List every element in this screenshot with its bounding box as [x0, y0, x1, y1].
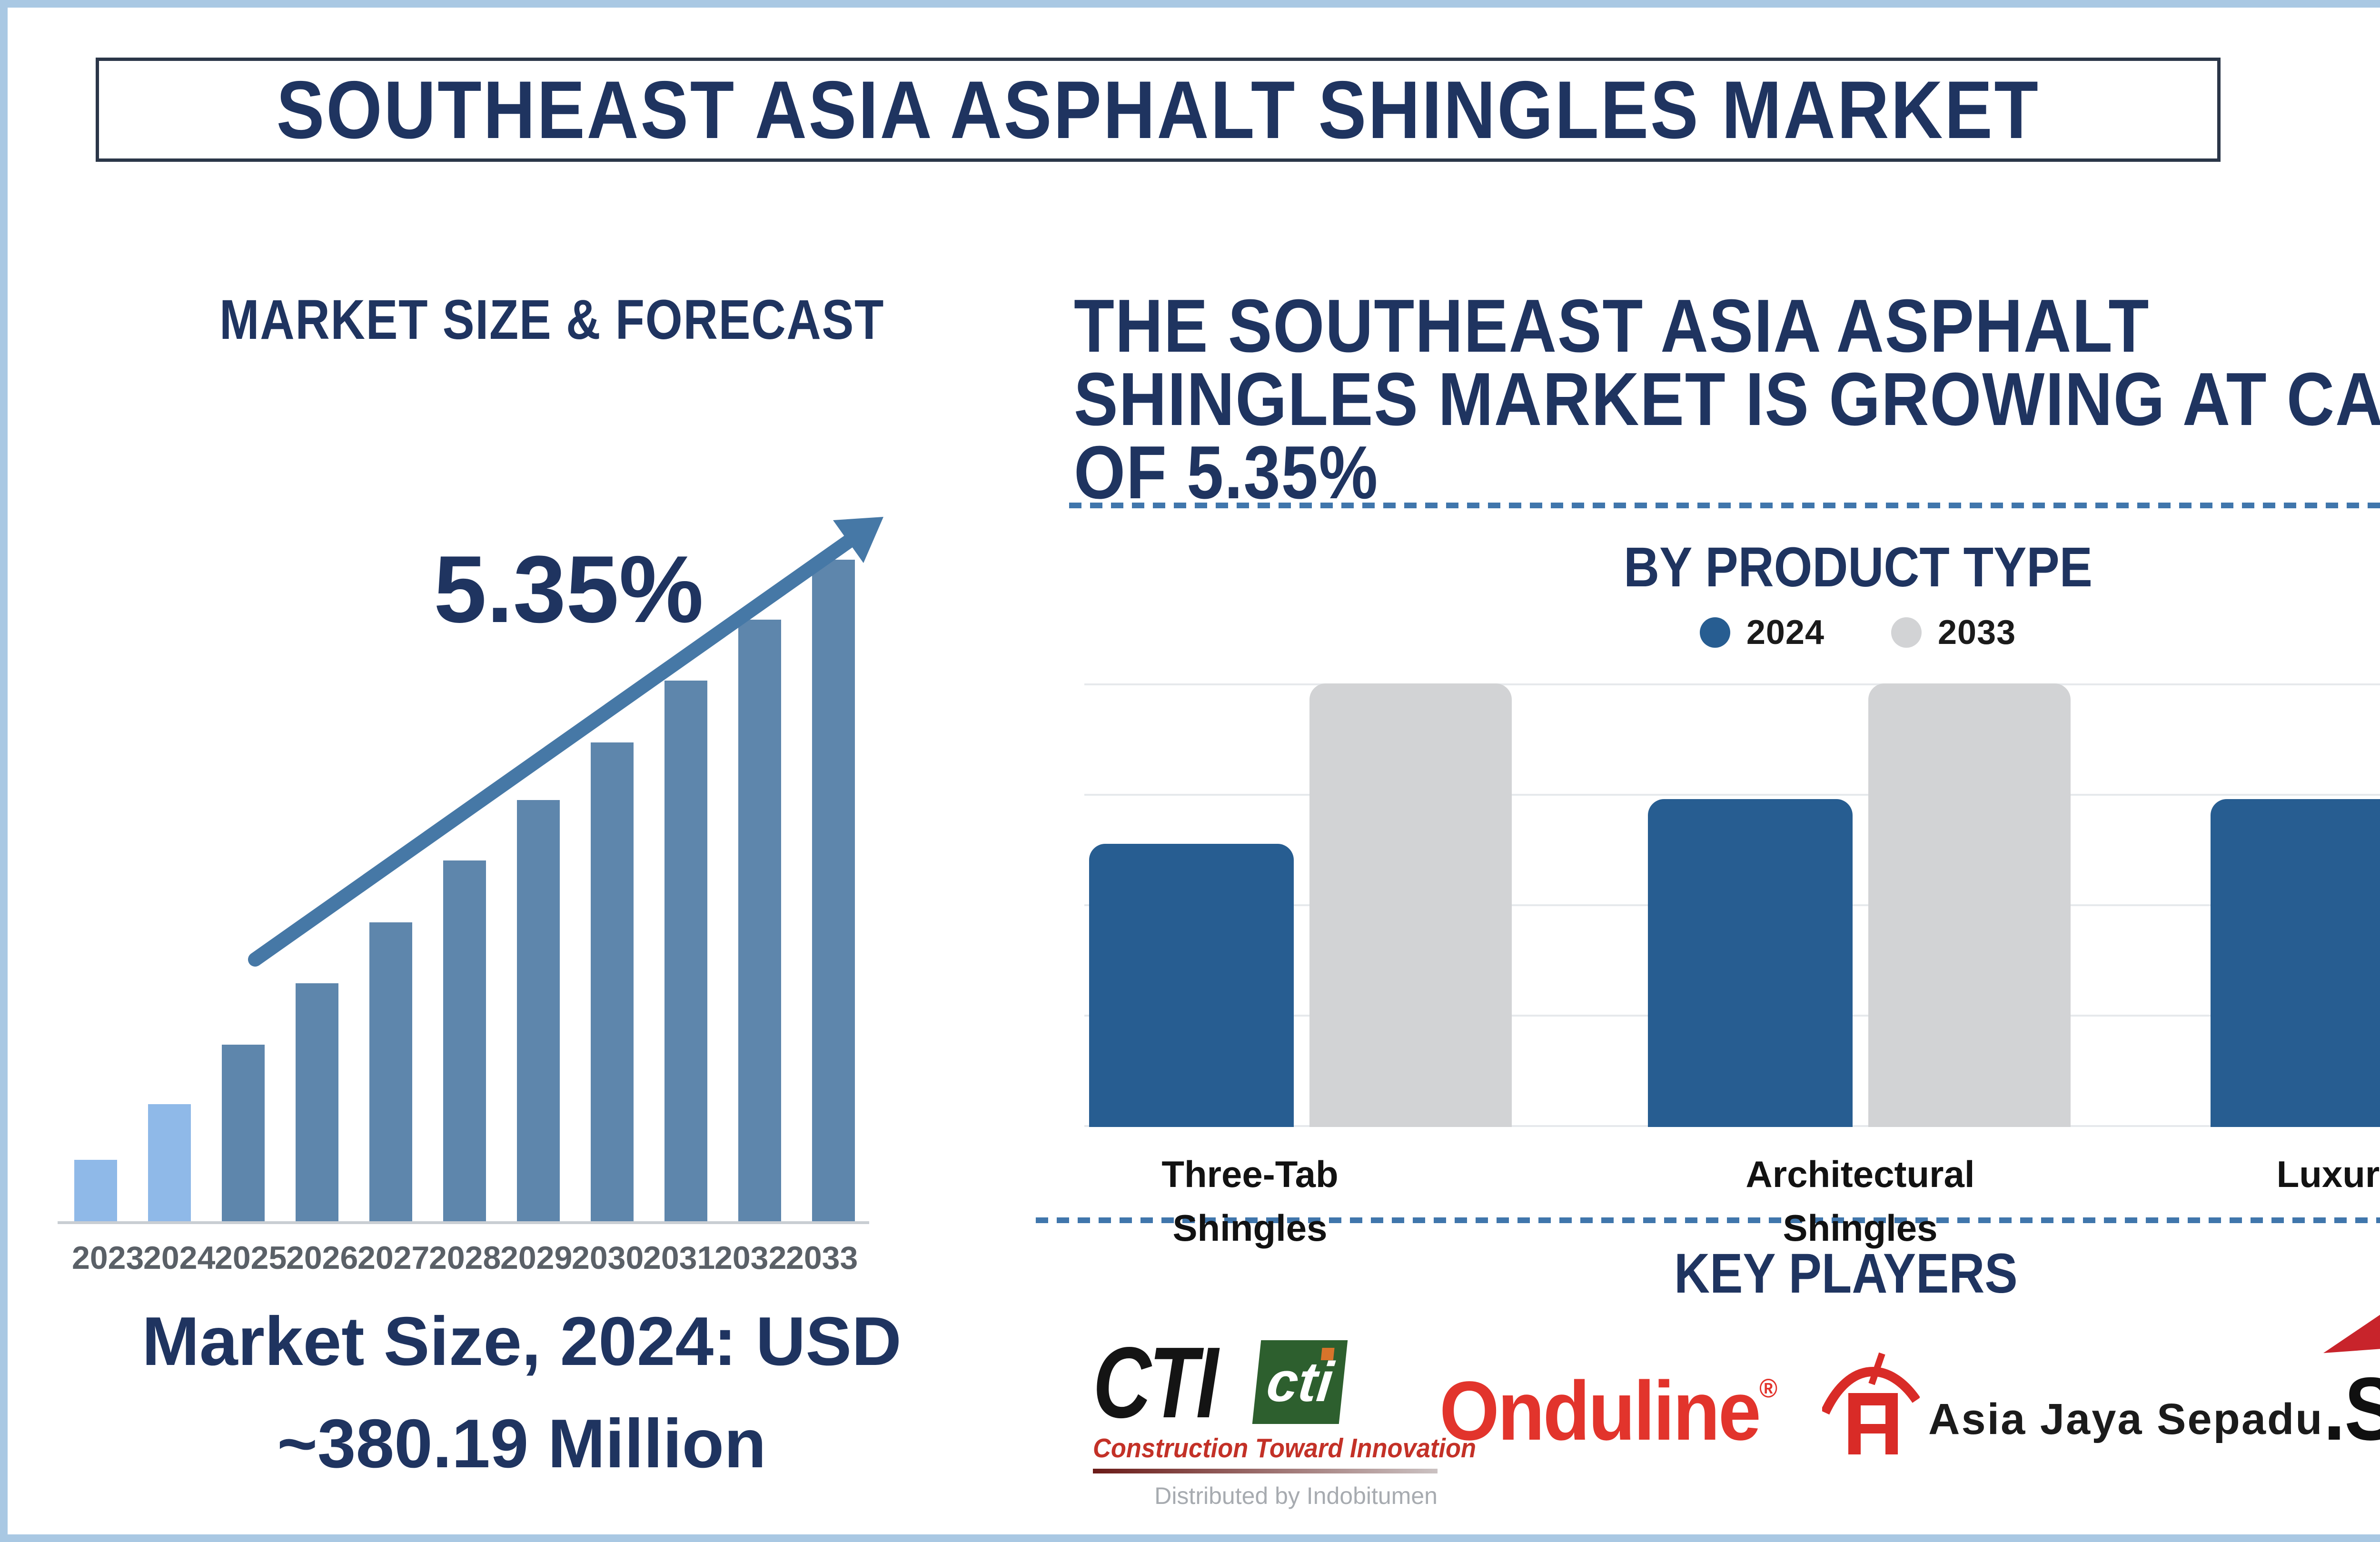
roof-icon	[2323, 1315, 2380, 1353]
forecast-bar-2033	[812, 560, 855, 1221]
seeton-wordmark: .SEETON	[2323, 1359, 2380, 1459]
caption-line-2: ~380.19 Million	[277, 1405, 766, 1482]
key-players-heading: KEY PLAYERS	[1674, 1242, 2018, 1305]
registered-mark-icon: ®	[1759, 1373, 1777, 1403]
forecast-bar-2027	[369, 922, 412, 1221]
forecast-bar-2028	[443, 860, 486, 1221]
cti-tagline: Construction Toward Innovation	[1093, 1433, 1477, 1463]
gridline	[1084, 683, 2380, 685]
dashed-divider-top	[1069, 503, 2380, 508]
cti-wordmark: CTI	[1093, 1326, 1219, 1439]
forecast-bar-2026	[296, 983, 338, 1221]
circle-dot-icon	[1891, 617, 1922, 648]
caption-line-1: Market Size, 2024: USD	[142, 1303, 902, 1380]
logo-onduline: Onduline ®	[1439, 1363, 1777, 1459]
market-size-forecast-heading: MARKET SIZE & FORECAST	[219, 288, 885, 351]
trend-arrow-icon	[248, 517, 883, 967]
year-label-2024: 2024	[143, 1240, 216, 1276]
circle-dot-icon	[1699, 617, 1730, 648]
forecast-bar-chart	[74, 560, 855, 1221]
year-axis-labels: 2023 2024 2025 2026 2027 2028 2029 2030 2031 2032…	[72, 1239, 858, 1276]
cagr-annotation: 5.35%	[434, 536, 704, 642]
bar-2033-three-tab-shingles	[1309, 683, 1512, 1127]
product-type-bar-chart	[1084, 683, 2380, 1127]
asia-jaya-sepadu-wordmark: Asia Jaya Sepadu	[1928, 1395, 2324, 1443]
forecast-bar-2030	[591, 742, 634, 1221]
gridline	[1084, 794, 2380, 796]
onduline-wordmark: Onduline	[1439, 1364, 1761, 1458]
legend-label: 2033	[1938, 613, 2016, 652]
year-label-2029: 2029	[500, 1240, 573, 1276]
forecast-bar-2032	[738, 620, 781, 1221]
category-label-three-tab-shingles: Three-Tab Shingles	[1161, 1153, 1339, 1249]
year-label-2023: 2023	[72, 1240, 144, 1276]
forecast-bar-2025	[222, 1045, 265, 1221]
headline-line-2: SHINGLES MARKET IS GROWING AT CAGR	[1074, 357, 2380, 441]
dashed-divider-bottom	[1036, 1217, 2380, 1223]
house-roof-icon	[1822, 1352, 1920, 1454]
year-label-2028: 2028	[429, 1240, 501, 1276]
cti-distributor-text: Distributed by Indobitumen	[1154, 1483, 1438, 1509]
forecast-bar-2023	[74, 1160, 117, 1221]
x-axis-line	[58, 1221, 869, 1224]
cti-green-box: cti	[1252, 1340, 1348, 1424]
bar-2024-luxury-shingles	[2211, 799, 2380, 1127]
year-label-2026: 2026	[286, 1240, 358, 1276]
bar-2033-architectural-shingles	[1868, 683, 2071, 1127]
legend-label: 2024	[1746, 613, 1825, 652]
title-box: SOUTHEAST ASIA ASPHALT SHINGLES MARKET	[96, 58, 2221, 162]
year-label-2030: 2030	[572, 1240, 644, 1276]
growth-headline: THE SOUTHEAST ASIA ASPHALT SHINGLES MARK…	[1074, 284, 2380, 514]
year-label-2032: 2032	[714, 1240, 787, 1276]
forecast-bar-2031	[664, 681, 707, 1221]
year-label-2027: 2027	[357, 1240, 430, 1276]
seeton-country-text: INDONESIA	[2323, 1458, 2380, 1493]
year-label-2033: 2033	[786, 1240, 858, 1276]
cti-underline	[1093, 1469, 1438, 1473]
bar-2024-three-tab-shingles	[1089, 844, 1294, 1127]
headline-line-1: THE SOUTHEAST ASIA ASPHALT	[1074, 284, 2150, 368]
category-label-luxury-shingles: Luxury Shingles	[2276, 1153, 2380, 1195]
chart-legend: 2024 2033	[1084, 613, 2380, 652]
logo-cti: CTI cti Construction Toward Innovation D…	[1093, 1326, 1476, 1510]
legend-item-2024: 2024	[1699, 613, 1825, 652]
cti-orange-dot	[1320, 1348, 1335, 1360]
legend-item-2033: 2033	[1891, 613, 2016, 652]
page-title: SOUTHEAST ASIA ASPHALT SHINGLES MARKET	[276, 64, 2040, 156]
headline-line-3: OF 5.35%	[1074, 431, 1379, 514]
category-label-architectural-shingles: Architectural Shingles	[1745, 1153, 1975, 1249]
forecast-bar-2024	[148, 1104, 191, 1221]
market-size-caption: Market Size, 2024: USD ~380.19 Million	[36, 1290, 1007, 1495]
forecast-bar-2029	[517, 800, 560, 1221]
logo-asia-jaya-sepadu: Asia Jaya Sepadu	[1822, 1340, 2323, 1457]
by-product-type-heading: BY PRODUCT TYPE	[1623, 536, 2092, 599]
logo-seeton: ASPHALT SHINGLES .SEETON INDONESIA	[2323, 1300, 2380, 1493]
year-label-2031: 2031	[643, 1240, 715, 1276]
bar-2024-architectural-shingles	[1648, 799, 1853, 1127]
year-label-2025: 2025	[215, 1240, 287, 1276]
